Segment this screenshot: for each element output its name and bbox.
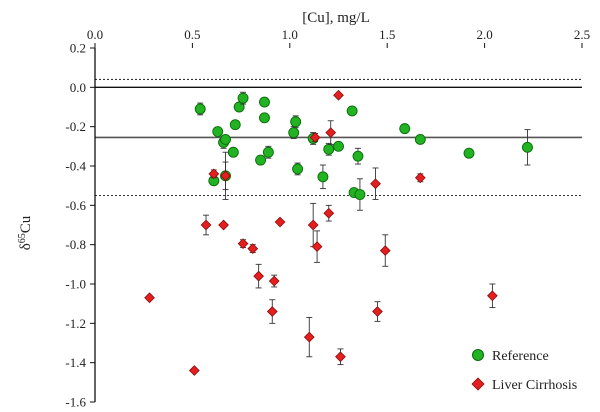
reference-point xyxy=(522,141,533,153)
liver-cirrhosis-point xyxy=(303,331,315,343)
liver-cirrhosis-point xyxy=(309,132,321,143)
liver-cirrhosis-point xyxy=(208,168,220,180)
liver-cirrhosis-point xyxy=(200,219,212,231)
liver-cirrhosis-point xyxy=(237,238,249,250)
liver-cirrhosis-point xyxy=(379,245,391,256)
liver-cirrhosis-point xyxy=(144,292,155,304)
liver-cirrhosis-point xyxy=(323,207,335,219)
y-tick-label: -0.6 xyxy=(65,198,86,213)
liver-cirrhosis-point xyxy=(266,306,278,317)
reference-point xyxy=(354,189,366,200)
legend-cirrhosis-marker xyxy=(471,377,485,391)
reference-point xyxy=(229,119,241,131)
reference-point xyxy=(317,171,329,183)
y-tick-label: -0.2 xyxy=(65,119,86,134)
x-tick-label: 2.0 xyxy=(476,27,492,42)
reference-point xyxy=(399,123,411,135)
x-tick-label: 0.0 xyxy=(87,27,103,42)
x-tick-label: 1.5 xyxy=(379,27,395,42)
reference-point xyxy=(463,147,475,159)
y-tick-label: -0.4 xyxy=(65,159,86,174)
reference-point xyxy=(255,154,267,166)
reference-point xyxy=(414,133,426,145)
y-tick-label: -1.6 xyxy=(65,395,86,410)
liver-cirrhosis-point xyxy=(335,351,346,363)
reference-point xyxy=(259,112,270,124)
x-axis-ticks: 0.0 0.5 1.0 1.5 2.0 2.5 xyxy=(87,27,590,48)
reference-point xyxy=(212,126,224,138)
reference-point xyxy=(220,133,231,145)
reference-point xyxy=(290,116,302,128)
x-tick-label: 0.5 xyxy=(184,27,200,42)
legend-reference-label: Reference xyxy=(492,349,549,364)
liver-cirrhosis-point xyxy=(414,172,426,184)
legend-reference-marker xyxy=(472,349,484,361)
liver-cirrhosis-point xyxy=(333,89,344,101)
reference-point xyxy=(262,146,274,158)
liver-cirrhosis-point xyxy=(307,219,319,231)
x-axis-title: [Cu], mg/L xyxy=(302,10,370,26)
reference-lines xyxy=(95,78,582,197)
reference-point xyxy=(259,96,270,108)
axes xyxy=(94,48,582,402)
x-tick-label: 2.5 xyxy=(574,27,590,42)
liver-cirrhosis-point xyxy=(487,290,498,302)
liver-cirrhosis-point xyxy=(268,275,280,287)
y-axis-ticks: 0.2 0.0 -0.2 -0.4 -0.6 -0.8 -1.0 -1.2 -1.4 -1.6 xyxy=(65,41,95,410)
reference-point xyxy=(346,105,358,117)
legend: Reference Liver Cirrhosis xyxy=(471,349,577,393)
series-circle xyxy=(194,91,533,211)
reference-point xyxy=(352,150,364,162)
liver-cirrhosis-point xyxy=(247,243,259,254)
y-tick-label: 0.0 xyxy=(70,80,86,95)
liver-cirrhosis-point xyxy=(253,270,264,282)
series-layer xyxy=(144,89,533,376)
liver-cirrhosis-point xyxy=(220,170,231,182)
reference-point xyxy=(288,127,300,139)
y-tick-label: -1.2 xyxy=(65,316,86,331)
liver-cirrhosis-point xyxy=(188,365,200,376)
reference-point xyxy=(227,146,239,158)
reference-point xyxy=(323,143,335,155)
y-axis-title-group: δ65Cu xyxy=(17,215,35,250)
liver-cirrhosis-point xyxy=(274,216,286,228)
x-tick-label: 1.0 xyxy=(282,27,298,42)
reference-point xyxy=(194,103,206,115)
reference-point xyxy=(237,92,249,104)
y-tick-label: 0.2 xyxy=(70,41,86,56)
y-tick-label: -1.0 xyxy=(65,277,86,292)
liver-cirrhosis-point xyxy=(218,219,229,231)
liver-cirrhosis-point xyxy=(370,178,381,190)
liver-cirrhosis-point xyxy=(325,127,337,138)
y-tick-label: -0.8 xyxy=(65,237,86,252)
legend-cirrhosis-label: Liver Cirrhosis xyxy=(492,378,577,393)
liver-cirrhosis-point xyxy=(372,306,383,317)
reference-point xyxy=(333,140,344,152)
y-tick-label: -1.4 xyxy=(65,355,86,370)
liver-cirrhosis-point xyxy=(311,241,323,252)
series-diamond xyxy=(144,89,498,376)
reference-point xyxy=(292,163,304,175)
y-axis-title: δ65Cu xyxy=(17,215,35,250)
